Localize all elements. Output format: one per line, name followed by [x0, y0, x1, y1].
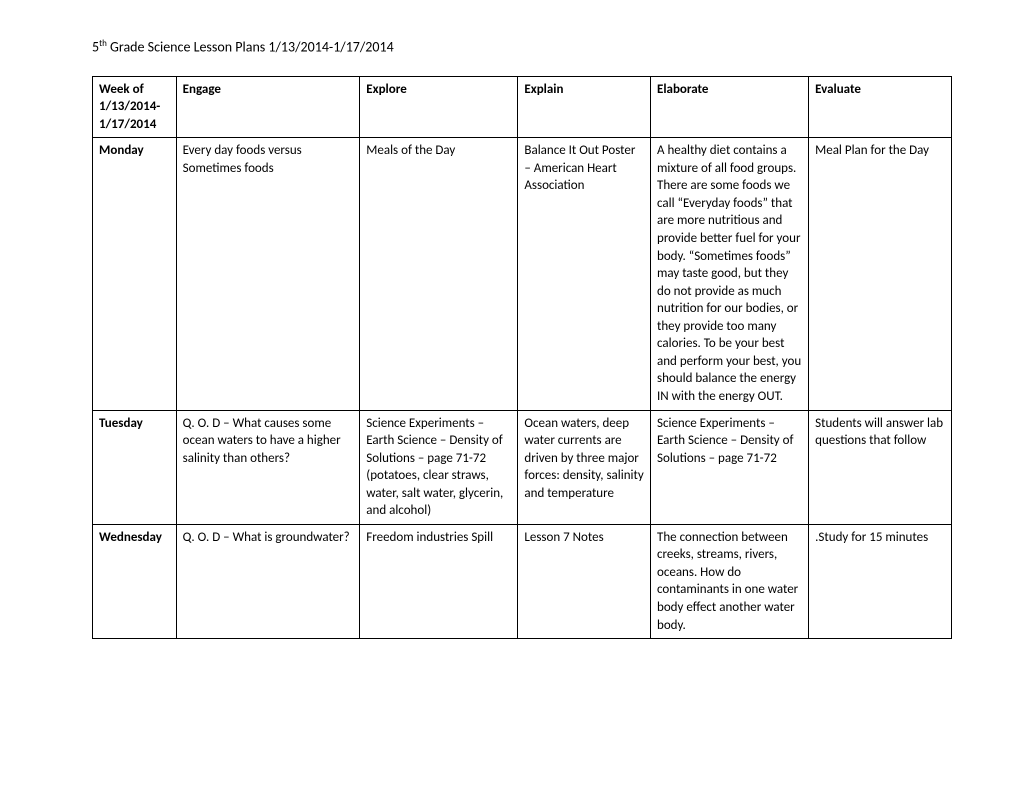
cell-day: Wednesday	[93, 524, 177, 638]
page-title: 5th Grade Science Lesson Plans 1/13/2014…	[92, 38, 952, 56]
col-header-engage: Engage	[176, 76, 360, 138]
cell-explore: Meals of the Day	[360, 138, 518, 410]
lesson-plan-table: Week of 1/13/2014-1/17/2014 Engage Explo…	[92, 76, 952, 639]
cell-day: Tuesday	[93, 410, 177, 524]
cell-elaborate: A healthy diet contains a mixture of all…	[651, 138, 809, 410]
table-row: Wednesday Q. O. D – What is groundwater?…	[93, 524, 952, 638]
cell-day: Monday	[93, 138, 177, 410]
cell-explore: Freedom industries Spill	[360, 524, 518, 638]
cell-elaborate: The connection between creeks, streams, …	[651, 524, 809, 638]
cell-explain: Balance It Out Poster – American Heart A…	[518, 138, 651, 410]
table-row: Tuesday Q. O. D – What causes some ocean…	[93, 410, 952, 524]
col-header-week: Week of 1/13/2014-1/17/2014	[93, 76, 177, 138]
col-header-explain: Explain	[518, 76, 651, 138]
cell-evaluate: .Study for 15 minutes	[809, 524, 952, 638]
cell-explain: Ocean waters, deep water currents are dr…	[518, 410, 651, 524]
cell-engage: Q. O. D – What causes some ocean waters …	[176, 410, 360, 524]
cell-explore: Science Experiments – Earth Science – De…	[360, 410, 518, 524]
table-row: Monday Every day foods versus Sometimes …	[93, 138, 952, 410]
cell-engage: Every day foods versus Sometimes foods	[176, 138, 360, 410]
title-sup: th	[99, 38, 107, 49]
title-rest: Grade Science Lesson Plans 1/13/2014-1/1…	[107, 39, 394, 56]
cell-explain: Lesson 7 Notes	[518, 524, 651, 638]
cell-elaborate: Science Experiments – Earth Science – De…	[651, 410, 809, 524]
cell-evaluate: Meal Plan for the Day	[809, 138, 952, 410]
cell-evaluate: Students will answer lab questions that …	[809, 410, 952, 524]
col-header-elaborate: Elaborate	[651, 76, 809, 138]
table-header-row: Week of 1/13/2014-1/17/2014 Engage Explo…	[93, 76, 952, 138]
cell-engage: Q. O. D – What is groundwater?	[176, 524, 360, 638]
col-header-evaluate: Evaluate	[809, 76, 952, 138]
col-header-explore: Explore	[360, 76, 518, 138]
